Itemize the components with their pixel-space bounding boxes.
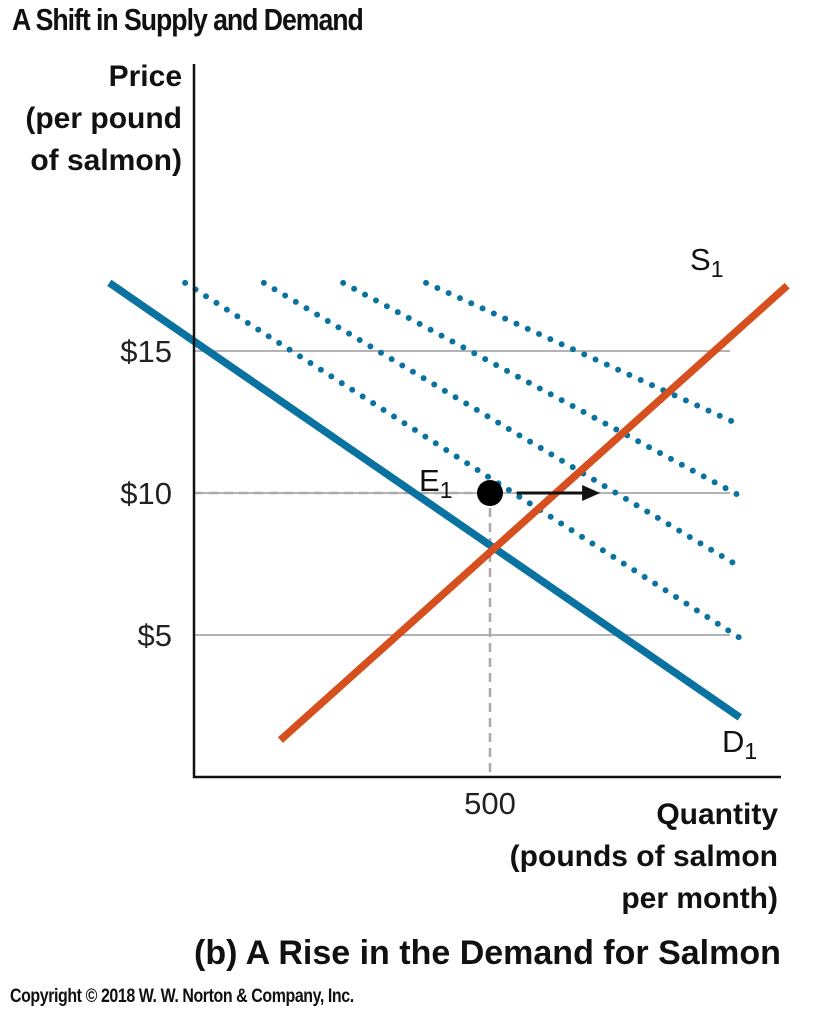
x-axis-label-line-3: per month)	[621, 882, 778, 915]
shifted-demand-curve-2	[260, 279, 743, 570]
supply-curve-s1	[277, 282, 790, 743]
x-axis-label-line-1: Quantity	[656, 798, 778, 831]
y-axis-label-line-2: (per pound	[25, 102, 182, 135]
x-axis-label: Quantity (pounds of salmon per month)	[510, 794, 778, 920]
curve-layer	[107, 279, 790, 743]
equilibrium-label: E1	[419, 463, 452, 503]
x-tick-label: 500	[464, 786, 516, 821]
shift-arrow-head	[582, 485, 601, 501]
axis-layer	[192, 64, 781, 779]
y-tick-label: $15	[120, 334, 172, 369]
panel-title: (b) A Rise in the Demand for Salmon	[194, 934, 781, 972]
figure-title: A Shift in Supply and Demand	[12, 2, 364, 37]
equilibrium-point-e1	[477, 480, 503, 506]
grid-layer	[194, 350, 730, 636]
copyright-notice: Copyright © 2018 W. W. Norton & Company,…	[10, 986, 354, 1007]
tick-label-layer: $5 $10 $15 500	[120, 334, 516, 821]
demand-curve-label: D1	[722, 724, 757, 764]
shifted-demand-curve-3	[340, 279, 743, 499]
x-axis-label-line-2: (pounds of salmon	[509, 840, 778, 873]
curve-label-layer: S1 D1 E1	[419, 242, 757, 764]
demand-curve-d1	[107, 279, 742, 721]
y-tick-label: $5	[138, 618, 172, 653]
y-axis-label: Price (per pound of salmon)	[25, 56, 182, 182]
y-axis-label-line-1: Price	[108, 60, 182, 93]
shifted-demand-curve-1	[182, 279, 743, 641]
shifted-demand-layer	[182, 279, 743, 641]
y-axis-label-line-3: of salmon)	[30, 144, 182, 177]
shifted-demand-curve-4	[423, 279, 743, 428]
mark-layer	[477, 480, 601, 506]
supply-curve-label: S1	[690, 242, 723, 282]
y-tick-label: $10	[120, 476, 172, 511]
guide-layer	[194, 491, 492, 777]
